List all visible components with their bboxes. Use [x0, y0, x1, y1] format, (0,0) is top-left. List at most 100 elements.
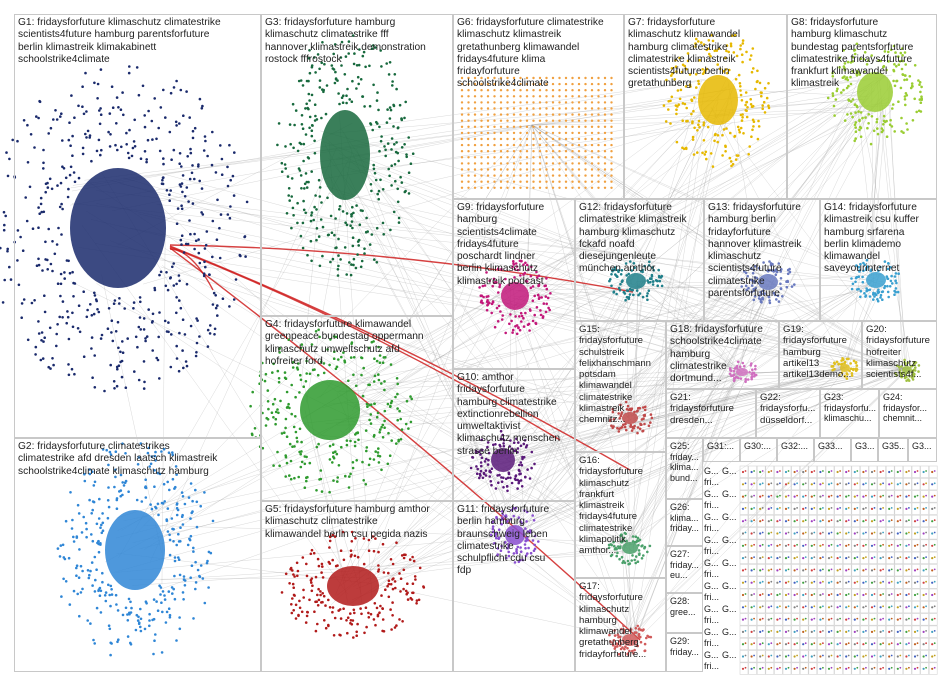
node [181, 349, 184, 352]
node [908, 593, 910, 595]
node [853, 557, 856, 560]
node [169, 276, 172, 279]
node [933, 531, 936, 534]
node [169, 365, 173, 369]
node [208, 332, 212, 335]
node [46, 186, 50, 189]
node [813, 543, 816, 546]
node [802, 557, 805, 560]
edge [622, 279, 777, 548]
node [741, 557, 745, 560]
node [173, 556, 177, 559]
node [26, 161, 30, 164]
node [761, 666, 764, 669]
node [890, 494, 893, 497]
node [931, 470, 934, 474]
node [97, 517, 101, 520]
node [888, 618, 891, 621]
node [865, 630, 867, 632]
node [194, 354, 198, 358]
node [770, 531, 773, 534]
node [200, 211, 203, 214]
node [819, 667, 822, 670]
edge [633, 277, 770, 422]
node [39, 358, 43, 362]
node [908, 580, 910, 583]
tiny-col-label-g: G... [704, 512, 719, 522]
highlight-edge [169, 248, 214, 291]
node [839, 482, 841, 485]
node [916, 630, 919, 632]
node [870, 618, 874, 621]
node [40, 210, 43, 214]
node [149, 462, 153, 466]
node [113, 299, 117, 302]
group-label-g12: G12: fridaysforfuture climatestrike klim… [579, 202, 687, 275]
node [759, 569, 762, 572]
node [81, 85, 84, 88]
node [896, 544, 899, 547]
node [55, 344, 58, 348]
edge [636, 284, 778, 418]
node [43, 336, 46, 340]
node [741, 630, 745, 634]
node [750, 655, 753, 658]
node [148, 624, 151, 628]
node [890, 580, 893, 583]
node [121, 613, 125, 617]
node [822, 531, 824, 534]
node [767, 667, 770, 670]
node [203, 260, 206, 264]
node [34, 353, 37, 356]
edge [531, 124, 761, 282]
node [931, 507, 934, 510]
node [144, 337, 147, 340]
node [905, 643, 908, 646]
node [905, 520, 908, 523]
node [151, 320, 154, 323]
node [856, 470, 859, 472]
node [787, 630, 790, 632]
group-box-g5: G5: fridaysforfuture hamburg amthor klim… [261, 501, 453, 672]
node [106, 327, 110, 331]
group-box-g7: G7: fridaysforfuture klimaschutz klimawa… [624, 14, 787, 199]
node [175, 222, 179, 225]
node [81, 569, 84, 573]
node [804, 494, 807, 497]
node [744, 556, 747, 558]
node [216, 304, 219, 307]
node [767, 655, 770, 658]
group-box-g8: G8: fridaysforfuture hamburg klimaschutz… [787, 14, 937, 199]
node [810, 483, 813, 486]
node [896, 520, 899, 523]
node [88, 472, 92, 476]
node [870, 483, 874, 486]
group-box-g34: G3... [851, 438, 878, 462]
node [810, 520, 813, 523]
node [158, 584, 161, 587]
group-box-g23: G23: fridaysforfu... klimaschu... [820, 389, 879, 438]
node [847, 593, 850, 595]
node [64, 176, 68, 180]
node [153, 97, 156, 100]
node [186, 155, 189, 158]
edge [531, 124, 738, 376]
node [896, 593, 899, 597]
node [76, 503, 80, 507]
node [245, 200, 249, 204]
node [796, 470, 798, 472]
node [60, 112, 63, 115]
node [819, 544, 822, 547]
node [175, 543, 178, 547]
node [882, 593, 884, 595]
node [139, 625, 142, 629]
node [101, 571, 104, 575]
node [63, 271, 66, 274]
node [167, 321, 170, 324]
node [193, 177, 196, 181]
node [819, 606, 822, 609]
node [186, 242, 190, 246]
node [804, 482, 807, 485]
node [66, 310, 69, 313]
node [853, 569, 856, 572]
